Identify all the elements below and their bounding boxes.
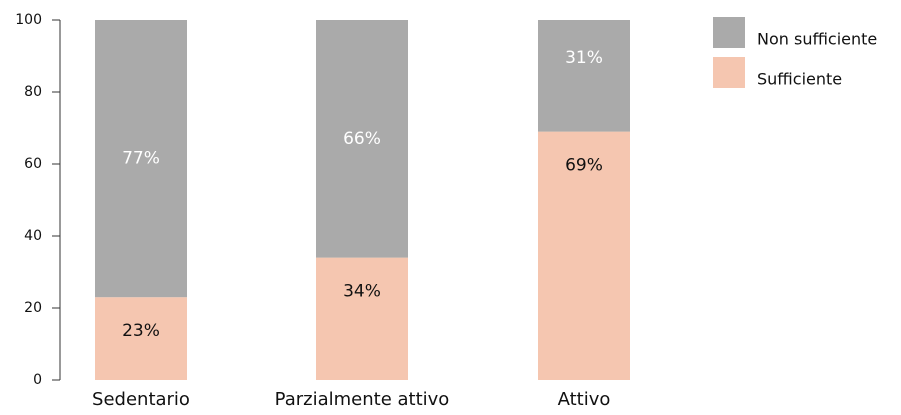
- value-label: 77%: [122, 149, 160, 169]
- legend-label: Non sufficiente: [757, 30, 877, 49]
- bar-segment: [95, 20, 187, 298]
- bar-segment: [538, 20, 630, 132]
- x-tick-label: Sedentario: [92, 389, 190, 410]
- bar-segment: [538, 131, 630, 380]
- y-tick-label: 60: [24, 156, 42, 172]
- value-label: 69%: [565, 156, 603, 176]
- value-label: 34%: [343, 282, 381, 302]
- value-label: 23%: [122, 321, 160, 341]
- bar-segment: [316, 20, 408, 258]
- value-label: 66%: [343, 129, 381, 149]
- bar-segment: [95, 297, 187, 380]
- legend-label: Sufficiente: [757, 70, 842, 89]
- bar-segment: [316, 257, 408, 380]
- legend-swatch: [713, 17, 745, 48]
- x-tick-label: Attivo: [558, 389, 611, 410]
- value-label: 31%: [565, 48, 603, 68]
- y-tick-label: 20: [24, 300, 42, 316]
- y-tick-label: 0: [33, 372, 42, 388]
- y-tick-label: 40: [24, 228, 42, 244]
- x-tick-label: Parzialmente attivo: [275, 389, 450, 410]
- y-tick-label: 80: [24, 84, 42, 100]
- legend-swatch: [713, 57, 745, 88]
- y-tick-label: 100: [15, 12, 42, 28]
